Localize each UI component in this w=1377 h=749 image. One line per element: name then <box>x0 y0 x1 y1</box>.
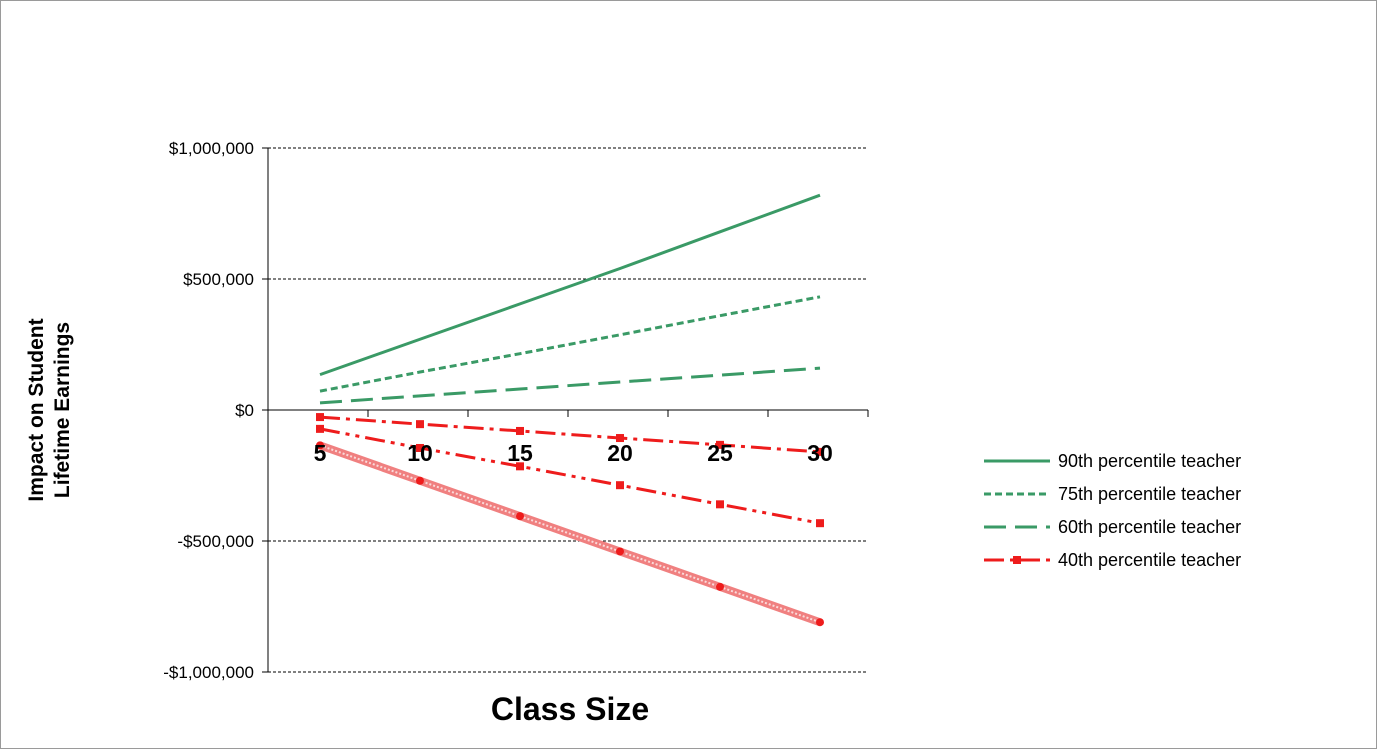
y-axis-label-line-2: Lifetime Earnings <box>51 322 74 498</box>
series-marker <box>716 582 724 591</box>
legend-label: 90th percentile teacher <box>1058 451 1241 471</box>
series-marker <box>416 443 424 452</box>
series-line-2 <box>319 295 821 393</box>
x-tick-label: 10 <box>407 440 433 466</box>
legend-label: 40th percentile teacher <box>1058 550 1241 570</box>
series-line-texture <box>319 444 821 624</box>
axes <box>262 147 869 673</box>
series-marker <box>616 547 624 556</box>
series-line-1 <box>319 193 821 377</box>
series-marker <box>616 481 624 490</box>
y-tick-label: $500,000 <box>183 270 254 289</box>
x-tick-label: 5 <box>314 440 327 466</box>
legend-item-2: 75th percentile teacher <box>984 484 1241 504</box>
series-line-3 <box>319 366 821 405</box>
series-marker <box>316 413 324 422</box>
series-marker <box>816 618 824 627</box>
series-marker <box>316 424 324 433</box>
y-tick-labels: -$1,000,000 -$500,000 $0 $500,000 $1,000,000 <box>163 139 254 682</box>
y-axis-label-line-1: Impact on Student <box>25 318 48 501</box>
legend-label: 60th percentile teacher <box>1058 517 1241 537</box>
series-marker <box>816 519 824 528</box>
legend-item-4: 40th percentile teacher <box>984 550 1241 570</box>
legend: 90th percentile teacher 75th percentile t… <box>984 451 1241 570</box>
series-lines <box>316 193 824 627</box>
series-marker <box>716 440 724 449</box>
y-tick-label: -$1,000,000 <box>163 663 254 682</box>
y-tick-label: $0 <box>235 401 254 420</box>
series-marker <box>516 512 524 521</box>
series-marker <box>616 434 624 443</box>
legend-item-1: 90th percentile teacher <box>984 451 1241 471</box>
legend-marker <box>1013 556 1021 564</box>
y-tick-label: $1,000,000 <box>169 139 254 158</box>
series-marker <box>816 447 824 456</box>
x-tick-label: 15 <box>507 440 533 466</box>
x-tick-label: 25 <box>707 440 733 466</box>
y-tick-label: -$500,000 <box>177 532 254 551</box>
series-marker <box>416 476 424 485</box>
series-marker <box>716 500 724 509</box>
series-marker <box>416 420 424 429</box>
gridlines <box>268 147 868 673</box>
x-axis-label: Class Size <box>491 691 649 727</box>
series-line-4 <box>319 415 821 454</box>
x-tick-label: 20 <box>607 440 633 466</box>
series-line-5 <box>319 427 821 525</box>
series-marker <box>516 462 524 471</box>
y-axis-label: Impact on Student Lifetime Earnings <box>25 318 74 501</box>
x-tick-label: 30 <box>807 440 833 466</box>
x-tick-labels: 5 10 15 20 25 30 <box>314 440 833 466</box>
legend-item-3: 60th percentile teacher <box>984 517 1241 537</box>
series-marker <box>516 426 524 435</box>
series-marker <box>316 441 324 450</box>
legend-label: 75th percentile teacher <box>1058 484 1241 504</box>
